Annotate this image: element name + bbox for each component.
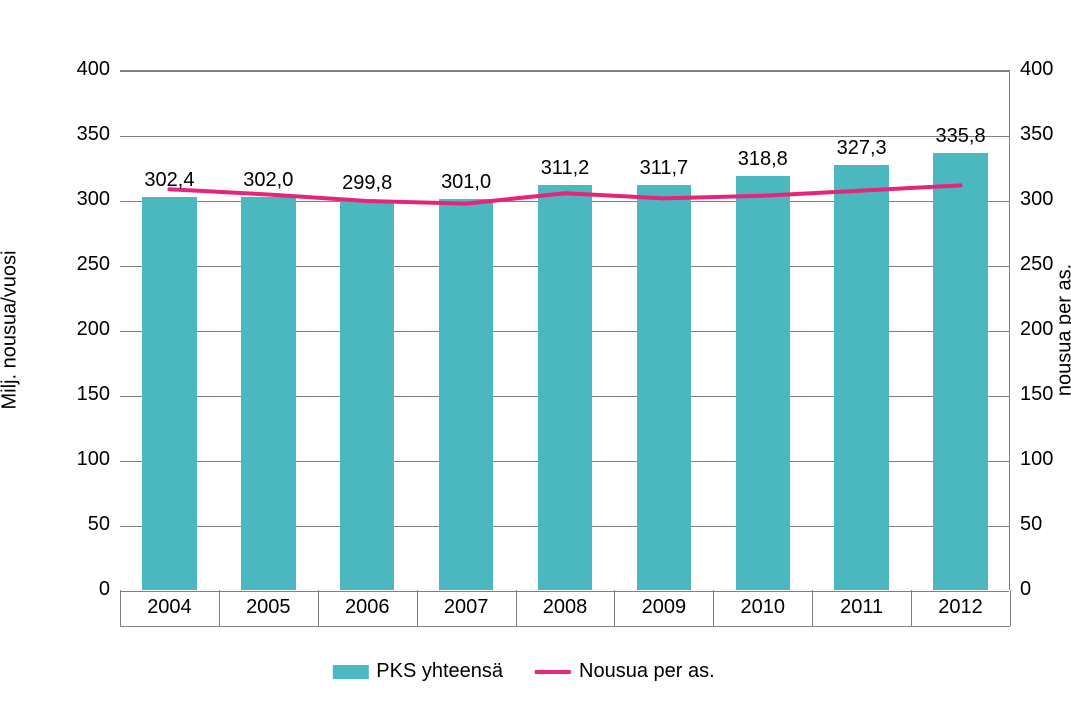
x-tick: 2012 <box>911 596 1010 619</box>
bar-value-label: 302,4 <box>120 169 219 192</box>
bar-value-label: 299,8 <box>318 172 417 195</box>
x-tick: 2009 <box>614 596 713 619</box>
x-tick: 2007 <box>417 596 516 619</box>
y-left-tick: 150 <box>50 383 110 406</box>
legend: PKS yhteensä Nousua per as. <box>332 660 738 683</box>
bar-value-label: 311,7 <box>614 157 713 180</box>
y-left-axis-title: Milj. nousua/vuosi <box>0 180 22 480</box>
y-right-tick: 350 <box>1020 123 1071 146</box>
x-tick: 2011 <box>812 596 911 619</box>
x-divider <box>1010 590 1011 626</box>
x-tick: 2005 <box>219 596 318 619</box>
x-tick: 2010 <box>713 596 812 619</box>
chart-container: 050100150200250300350400 050100150200250… <box>0 0 1071 708</box>
y-left-tick: 300 <box>50 188 110 211</box>
y-right-tick: 400 <box>1020 58 1071 81</box>
legend-swatch-line <box>535 670 571 674</box>
y-left-tick: 100 <box>50 448 110 471</box>
x-tick: 2008 <box>516 596 615 619</box>
gridline <box>120 591 1009 592</box>
bar-value-label: 302,0 <box>219 169 318 192</box>
bar-value-label: 335,8 <box>911 125 1010 148</box>
legend-swatch-bar <box>332 665 368 679</box>
x-tick: 2004 <box>120 596 219 619</box>
y-left-tick: 200 <box>50 318 110 341</box>
bar-value-label: 327,3 <box>812 137 911 160</box>
bar-value-label: 311,2 <box>516 157 615 180</box>
y-right-tick: 50 <box>1020 513 1071 536</box>
y-right-axis-title: nousua per as. <box>1054 180 1071 480</box>
y-left-tick: 400 <box>50 58 110 81</box>
y-left-tick: 250 <box>50 253 110 276</box>
legend-label: PKS yhteensä <box>376 660 503 683</box>
y-right-tick: 0 <box>1020 578 1071 601</box>
y-left-tick: 350 <box>50 123 110 146</box>
y-left-tick: 0 <box>50 578 110 601</box>
x-axis-bottom-border <box>120 626 1010 627</box>
x-tick: 2006 <box>318 596 417 619</box>
y-left-tick: 50 <box>50 513 110 536</box>
bar-value-label: 301,0 <box>417 171 516 194</box>
legend-label: Nousua per as. <box>579 660 715 683</box>
bar-value-label: 318,8 <box>713 148 812 171</box>
